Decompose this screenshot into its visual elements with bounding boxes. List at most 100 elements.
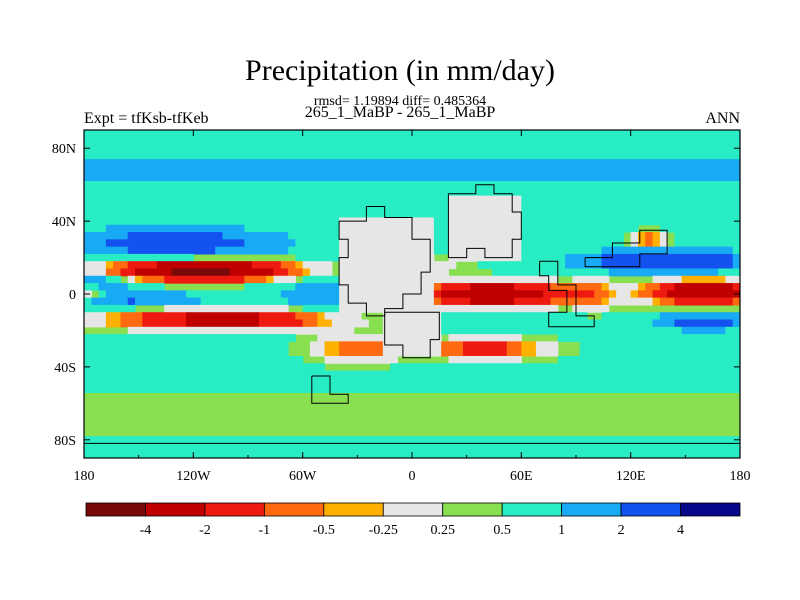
field-cell [681, 275, 727, 284]
field-cell [164, 304, 289, 313]
field-cell [84, 377, 740, 386]
field-cell [441, 341, 464, 350]
field-cell [84, 217, 340, 226]
field-cell [105, 224, 245, 233]
field-cell [535, 348, 559, 357]
field-cell [565, 261, 603, 270]
field-cell [470, 283, 515, 291]
field-cell [324, 312, 362, 321]
field-cell [594, 290, 610, 299]
colorbar: -4 -2 -1 -0.5 -0.25 0.25 0.5 1 2 4 [85, 502, 741, 538]
field-cell [127, 232, 224, 240]
field-cell [84, 443, 740, 452]
field-cell [521, 341, 537, 350]
field-cell [601, 253, 734, 262]
field-cell [645, 283, 661, 291]
field-cell [288, 232, 340, 240]
field-cell [98, 283, 129, 291]
coastline [84, 184, 740, 444]
field-cell [156, 261, 253, 270]
field-cell [84, 181, 740, 189]
field-cell [637, 239, 646, 248]
field-cell [506, 341, 522, 350]
colorbar-label: 4 [677, 523, 684, 538]
field-cell [557, 334, 740, 342]
field-cell [433, 290, 442, 299]
colorbar-label: -4 [140, 523, 152, 538]
field-cell [535, 341, 559, 350]
field-cell [339, 297, 435, 306]
colorbar-label: 1 [558, 523, 565, 538]
field-cell [652, 297, 661, 306]
field-cell [382, 319, 442, 328]
field-cell [324, 348, 340, 357]
field-cell [84, 173, 740, 182]
field-cell [222, 232, 289, 240]
case-label: 265_1_MaBP - 265_1_MaBP [304, 104, 496, 121]
field-cell [448, 239, 522, 248]
x-tick-label: 60E [510, 469, 533, 484]
field-cell [637, 290, 654, 299]
field-cell [84, 224, 107, 233]
field-cell [448, 355, 522, 364]
field-cell [84, 151, 740, 160]
x-tick-label: 120W [176, 469, 211, 484]
field-cell [601, 283, 610, 291]
field-cell [84, 261, 107, 270]
field-cell [433, 239, 450, 248]
field-cell [601, 261, 734, 270]
field-cell [601, 312, 661, 321]
field-cell [105, 261, 114, 270]
expt-label: Expt = tfKsb-tfKeb [84, 110, 209, 127]
field-cell [732, 246, 740, 255]
field-cell [105, 239, 245, 248]
field-cell [84, 159, 740, 168]
field-cell [492, 268, 610, 277]
field-cell [84, 436, 740, 445]
field-cell [470, 297, 515, 306]
field-cell [244, 275, 267, 284]
field-cell [295, 312, 318, 321]
field-cell [652, 232, 661, 240]
field-cell [433, 232, 450, 240]
field-cell [441, 297, 471, 306]
y-tick-label: 0 [69, 288, 76, 303]
field-cell [84, 348, 289, 357]
map-axes: 180 120W 60W 0 60E 120E 180 80N 40N 0 40S 80S [52, 130, 751, 484]
field-cell [186, 312, 260, 321]
field-cell [84, 202, 450, 211]
field-cell [521, 348, 537, 357]
field-cell [295, 239, 340, 248]
field-cell [448, 210, 522, 219]
field-cell [557, 355, 740, 364]
field-cell [645, 232, 654, 240]
field-cell [280, 261, 296, 270]
field-cell [608, 283, 639, 291]
field-cell [608, 268, 719, 277]
field-cell [659, 283, 675, 291]
field-cell [645, 239, 654, 248]
field-cell [244, 224, 340, 233]
coastline-segment [539, 260, 595, 328]
field-cell [565, 253, 603, 262]
field-cell [608, 297, 654, 306]
colorbar-swatch [145, 502, 206, 517]
field-cell [84, 144, 740, 153]
field-cell [113, 261, 129, 270]
field-cell [105, 319, 122, 328]
field-cell [674, 319, 734, 328]
field-cell [521, 253, 566, 262]
colorbar-swatch [323, 502, 384, 517]
field-cell [120, 312, 143, 321]
field-cell [339, 290, 435, 299]
field-cell [339, 217, 435, 226]
field-cell [317, 334, 442, 342]
field-cell [521, 202, 740, 211]
field-cell [186, 290, 282, 299]
field-cell [258, 312, 296, 321]
field-cell [652, 319, 675, 328]
field-cell [84, 363, 326, 372]
field-cell [521, 195, 740, 204]
field-cell [732, 283, 740, 291]
field-cell [84, 253, 194, 262]
